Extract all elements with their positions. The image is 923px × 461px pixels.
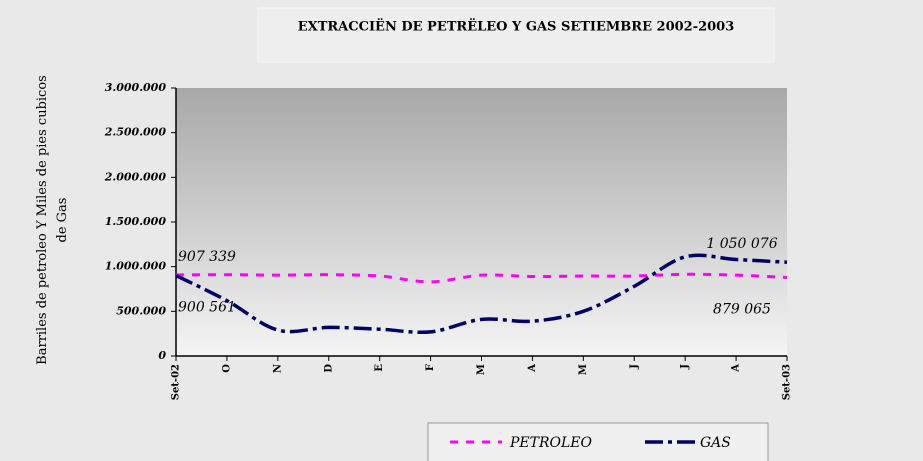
legend-label: GAS [700,435,731,451]
x-tick-label: Set-02 [171,364,182,400]
y-tick-label: 3.000.000 [105,81,167,94]
x-tick-label: E [374,364,385,372]
x-tick-label: A [527,364,538,373]
plot-area [176,88,787,356]
x-tick-label: M [578,364,589,375]
x-tick-label: Set-03 [782,364,793,400]
data-label: 879 065 [713,301,771,317]
y-tick-label: 0 [158,349,166,362]
line-series [175,253,788,335]
data-label: 1 050 076 [706,236,777,252]
y-axis-title-line: Barriles de petroleo Y Miles de pies cub… [35,75,50,365]
x-tick-label: F [425,364,436,371]
y-tick-label: 1.500.000 [105,215,167,228]
x-tick-label: J [680,364,691,370]
legend-label: PETROLEO [509,435,593,451]
x-tick-label: N [272,364,283,373]
y-tick-label: 2.500.000 [104,126,167,139]
y-tick-label: 1.000.000 [105,260,167,273]
data-label: 900 561 [178,300,236,316]
y-tick-label: 500.000 [116,304,166,317]
x-tick-label: A [731,364,742,373]
chart-title: EXTRACCIËN DE PETRËLEO Y GAS SETIEMBRE 2… [298,19,735,35]
x-tick-label: M [476,364,487,375]
data-label: 907 339 [178,249,236,265]
x-tick-label: D [323,364,334,373]
y-axis-title-line: de Gas [55,198,70,243]
x-tick-label: J [629,364,640,370]
y-tick-label: 2.000.000 [104,170,167,183]
line-series [175,272,788,284]
y-axis-title: Barriles de petroleo Y Miles de pies cub… [35,75,70,365]
title-box [257,7,775,63]
x-tick-label: O [221,364,232,373]
